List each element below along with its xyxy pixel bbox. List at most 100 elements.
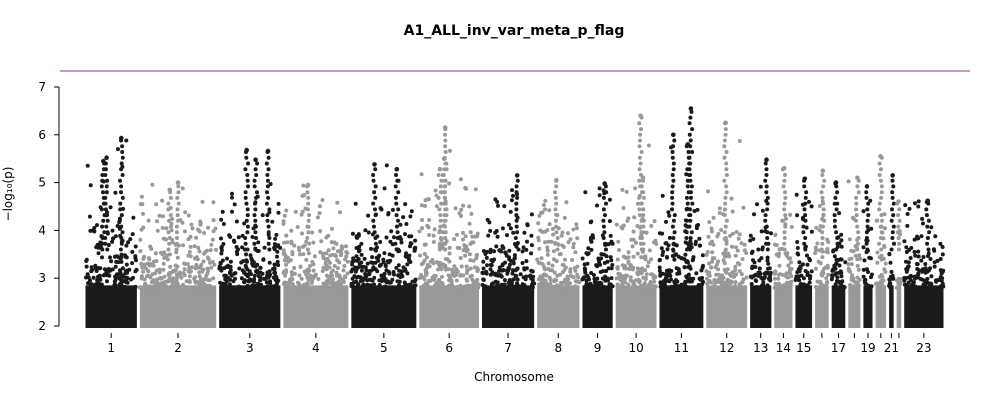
- data-point: [161, 261, 166, 266]
- data-point: [896, 224, 901, 229]
- data-point: [545, 245, 550, 250]
- data-point: [897, 218, 902, 223]
- data-point: [443, 230, 448, 235]
- dense-points-band: [482, 285, 535, 328]
- data-point: [410, 279, 415, 284]
- data-point: [724, 161, 729, 166]
- data-point: [688, 115, 693, 120]
- data-point: [847, 237, 852, 242]
- data-point: [751, 237, 756, 241]
- data-point: [824, 249, 829, 254]
- data-point: [392, 235, 396, 240]
- data-point: [603, 269, 608, 273]
- data-point: [626, 250, 631, 255]
- data-point: [497, 283, 502, 288]
- data-point: [250, 283, 255, 288]
- data-point: [780, 272, 785, 277]
- data-point: [258, 278, 263, 283]
- data-point: [371, 218, 376, 223]
- data-point: [688, 236, 693, 240]
- data-point: [509, 278, 514, 283]
- data-point: [549, 239, 554, 244]
- data-point: [856, 230, 861, 235]
- data-point: [552, 270, 557, 275]
- data-point: [267, 210, 272, 215]
- data-point: [484, 255, 489, 260]
- data-point: [440, 173, 445, 177]
- data-point: [94, 269, 99, 273]
- data-point: [153, 280, 158, 285]
- data-point: [438, 213, 443, 218]
- data-point: [102, 230, 107, 235]
- dense-points-band: [537, 285, 580, 328]
- data-point: [591, 273, 596, 277]
- data-point: [354, 279, 359, 284]
- data-point: [190, 226, 195, 231]
- data-point: [141, 211, 145, 216]
- data-point: [834, 207, 839, 212]
- data-point: [510, 268, 515, 273]
- data-point: [809, 204, 814, 209]
- data-point: [157, 267, 162, 272]
- data-point: [728, 233, 733, 238]
- data-point: [773, 233, 778, 237]
- data-point: [258, 265, 263, 270]
- data-point: [887, 252, 892, 257]
- data-point: [365, 282, 370, 287]
- data-point: [265, 190, 269, 195]
- data-point: [389, 229, 394, 234]
- data-point: [139, 276, 144, 281]
- data-point: [324, 251, 329, 256]
- data-point: [433, 274, 438, 278]
- data-point: [281, 282, 286, 286]
- data-point: [488, 228, 493, 233]
- dense-points-band: [659, 285, 704, 328]
- data-point: [208, 260, 212, 265]
- data-point: [438, 190, 443, 195]
- data-point: [801, 276, 806, 281]
- data-point: [130, 261, 135, 266]
- data-point: [695, 207, 700, 212]
- data-point: [763, 161, 768, 166]
- data-point: [120, 173, 125, 177]
- data-point: [281, 248, 286, 253]
- data-point: [701, 263, 705, 268]
- data-point: [119, 184, 124, 189]
- data-point: [737, 139, 742, 143]
- peak-point: [119, 135, 124, 141]
- data-point: [668, 273, 673, 278]
- data-point: [554, 230, 559, 235]
- data-point: [101, 190, 105, 195]
- data-point: [716, 277, 721, 282]
- data-point: [637, 178, 642, 183]
- data-point: [255, 281, 260, 286]
- data-point: [637, 195, 642, 200]
- data-point: [442, 264, 447, 269]
- data-point: [296, 281, 301, 286]
- data-point: [773, 269, 778, 274]
- data-point: [484, 271, 489, 276]
- data-point: [911, 280, 916, 285]
- data-point: [439, 201, 444, 206]
- data-point: [822, 218, 827, 223]
- data-point: [253, 218, 258, 223]
- data-point: [320, 198, 325, 202]
- data-point: [928, 257, 933, 261]
- data-point: [727, 283, 732, 288]
- data-point: [161, 214, 165, 219]
- data-point: [292, 266, 297, 270]
- data-point: [795, 246, 800, 250]
- data-point: [244, 258, 249, 263]
- data-point: [623, 273, 628, 278]
- data-point: [442, 201, 447, 206]
- data-point: [235, 252, 240, 257]
- data-point: [757, 258, 762, 263]
- data-point: [604, 201, 608, 206]
- data-point: [769, 231, 773, 236]
- data-point: [820, 230, 825, 235]
- data-point: [256, 274, 261, 279]
- data-point: [372, 224, 376, 229]
- data-point: [182, 273, 187, 278]
- data-point: [459, 207, 464, 212]
- data-point: [929, 274, 934, 279]
